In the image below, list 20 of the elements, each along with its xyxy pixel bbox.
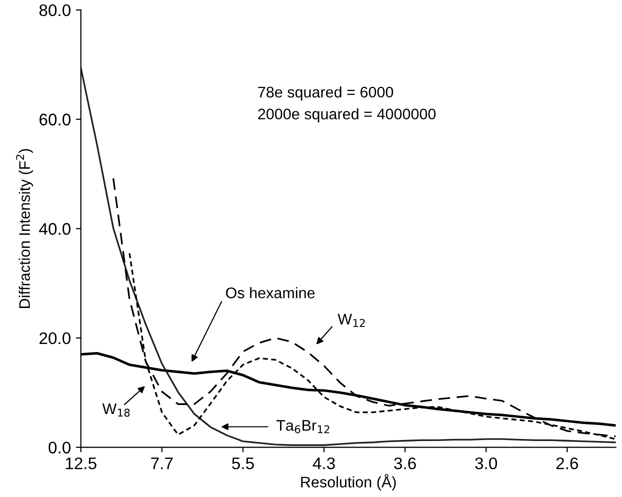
y-tick-label: 40.0 [39,223,70,235]
y-tick-label: 20.0 [40,332,70,344]
annotation: Os hexamine [226,287,315,298]
y-tick-label: 0.0 [48,442,70,454]
annotation: 78e squared = 6000 [258,86,394,101]
x-tick-label: 3.6 [394,457,416,470]
x-tick-label: 12.5 [66,457,96,470]
x-tick-label: 5.5 [232,458,254,470]
x-tick-label: 2.6 [556,457,578,470]
annotation: 2000e squared = 4000000 [258,108,436,122]
x-tick-label: 3.0 [475,457,498,470]
x-axis-title: Resolution (Å) [301,474,396,490]
y-axis-title: Diffraction Intensity (F$^{2}$) [16,149,33,308]
y-tick-label: 80.0 [39,4,70,16]
annotation: W$_{18}$ [102,404,130,417]
annotation: Ta$_{6}$Br$_{12}$ [276,420,330,434]
y-tick-label: 60.0 [40,114,70,126]
x-tick-label: 4.3 [312,457,335,470]
annotation: W$_{12}$ [338,314,365,327]
x-tick-label: 7.7 [151,458,173,470]
